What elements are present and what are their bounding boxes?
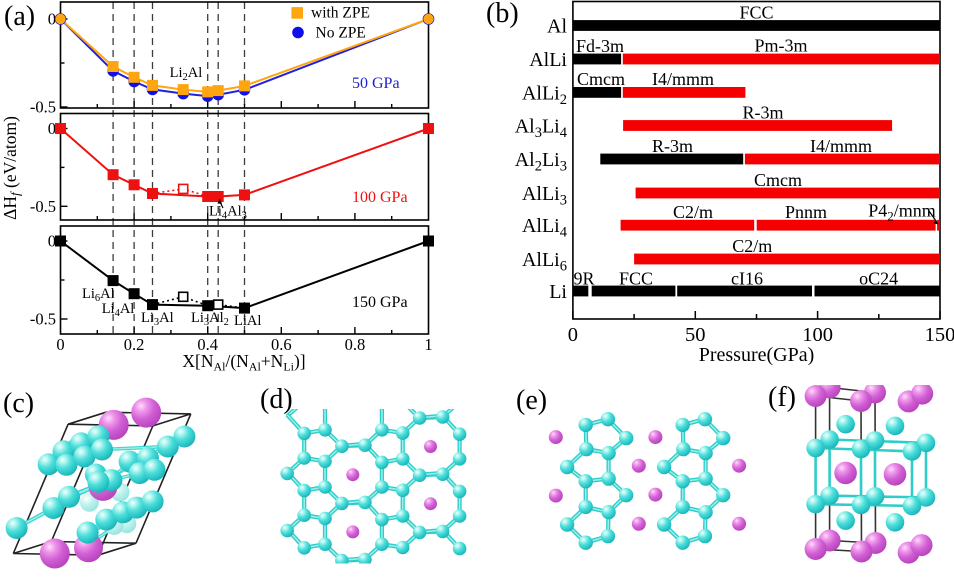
svg-text:cI16: cI16: [731, 269, 763, 289]
svg-text:oC24: oC24: [859, 269, 898, 289]
svg-text:AlLi6: AlLi6: [522, 249, 567, 274]
svg-text:-0.5: -0.5: [30, 310, 56, 329]
svg-text:No ZPE: No ZPE: [316, 25, 366, 42]
svg-text:50 GPa: 50 GPa: [352, 75, 400, 92]
svg-text:C2/m: C2/m: [732, 236, 772, 256]
svg-text:AlLi4: AlLi4: [522, 215, 568, 240]
svg-text:Li2Al: Li2Al: [170, 65, 203, 83]
svg-text:Pm-3m: Pm-3m: [754, 36, 807, 56]
svg-text:1: 1: [424, 335, 432, 354]
svg-text:FCC: FCC: [619, 269, 653, 289]
svg-text:Al: Al: [547, 16, 567, 38]
svg-text:ΔHf (eV/atom): ΔHf (eV/atom): [0, 116, 23, 220]
svg-text:AlLi3: AlLi3: [522, 183, 567, 208]
svg-text:0.6: 0.6: [271, 335, 292, 354]
svg-text:R-3m: R-3m: [742, 103, 783, 123]
svg-text:Fd-3m: Fd-3m: [576, 36, 624, 56]
svg-text:(c): (c): [3, 388, 34, 419]
svg-text:0.4: 0.4: [197, 335, 218, 354]
svg-text:50: 50: [685, 324, 706, 346]
svg-text:0: 0: [56, 335, 64, 354]
svg-text:150 GPa: 150 GPa: [352, 294, 408, 311]
svg-text:Cmcm: Cmcm: [577, 69, 625, 89]
svg-text:FCC: FCC: [739, 3, 773, 23]
svg-text:-0.5: -0.5: [30, 98, 56, 117]
svg-text:(f): (f): [768, 382, 796, 413]
svg-text:C2/m: C2/m: [673, 202, 713, 222]
svg-text:Li3Al2: Li3Al2: [191, 310, 229, 328]
svg-text:Li: Li: [549, 281, 567, 303]
svg-text:Li6Al: Li6Al: [82, 286, 115, 304]
svg-text:150: 150: [925, 324, 954, 346]
svg-text:0: 0: [568, 324, 578, 346]
svg-text:AlLi2: AlLi2: [522, 82, 567, 107]
svg-text:0: 0: [48, 10, 56, 29]
svg-text:Pressure(GPa): Pressure(GPa): [699, 344, 815, 366]
svg-text:100 GPa: 100 GPa: [352, 189, 408, 206]
svg-text:100: 100: [802, 324, 833, 346]
svg-text:AlLi: AlLi: [529, 49, 567, 71]
svg-text:(e): (e): [516, 385, 547, 416]
svg-text:with ZPE: with ZPE: [311, 5, 370, 22]
svg-text:I4/mmm: I4/mmm: [652, 69, 714, 89]
svg-text:P42/mnm: P42/mnm: [868, 201, 936, 224]
svg-text:Li3Al: Li3Al: [141, 310, 174, 328]
svg-text:9R: 9R: [573, 269, 594, 289]
svg-text:-0.5: -0.5: [30, 197, 56, 216]
svg-text:R-3m: R-3m: [652, 136, 693, 156]
svg-text:0: 0: [48, 232, 56, 251]
svg-text:Cmcm: Cmcm: [754, 170, 802, 190]
svg-text:0: 0: [48, 119, 56, 138]
svg-text:(a): (a): [4, 1, 35, 32]
svg-text:(b): (b): [486, 0, 519, 29]
svg-text:Li4Al: Li4Al: [102, 301, 135, 319]
svg-text:Pnnm: Pnnm: [785, 202, 827, 222]
svg-text:0.8: 0.8: [345, 335, 366, 354]
svg-text:Al3Li4: Al3Li4: [515, 116, 568, 141]
svg-text:(d): (d): [260, 384, 293, 415]
svg-text:0.2: 0.2: [124, 335, 145, 354]
svg-text:LiAl: LiAl: [234, 313, 261, 329]
svg-text:Li4Al3: Li4Al3: [209, 204, 247, 222]
svg-text:I4/mmm: I4/mmm: [810, 136, 872, 156]
svg-text:X[NAl/(NAl+NLi)]: X[NAl/(NAl+NLi)]: [182, 351, 305, 374]
